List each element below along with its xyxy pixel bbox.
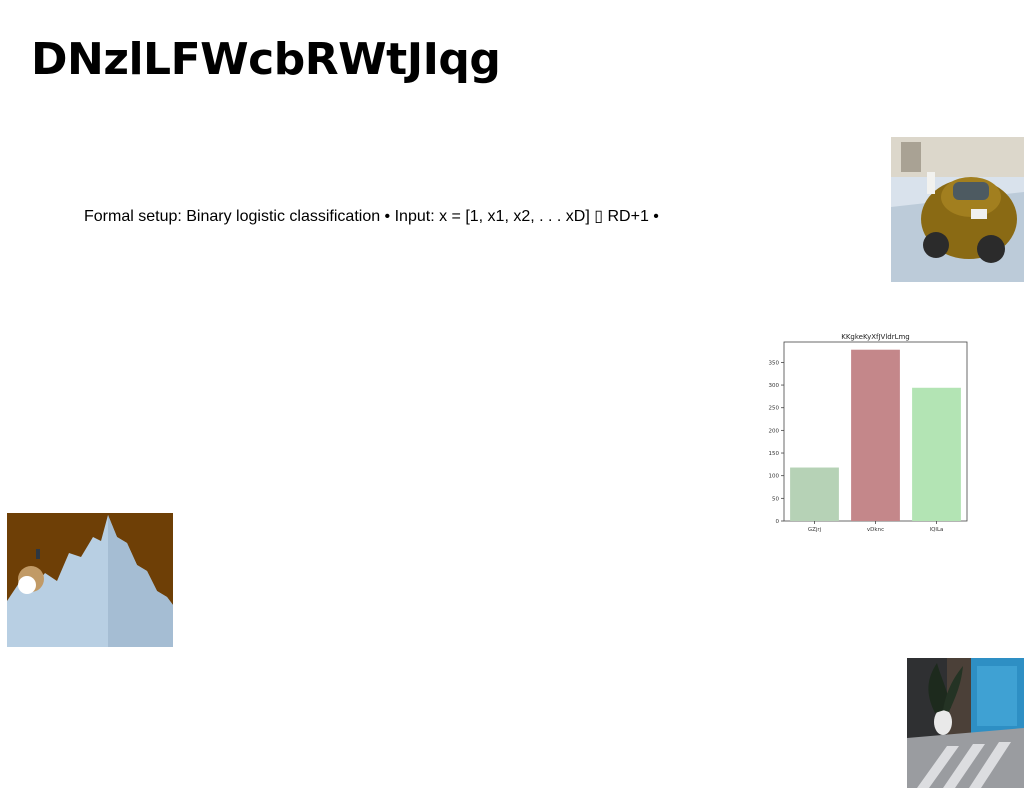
bar-GZjrj — [790, 467, 839, 521]
slide-title: DNzlLFWcbRWtJIqg — [31, 34, 501, 85]
bar-chart: KKgkeKyXfJVldrLmg 0 50 100 150 200 250 300 350 GZ… — [769, 333, 968, 533]
car-photo — [891, 137, 1024, 282]
y-tick-label: 150 — [769, 451, 780, 457]
y-tick-label: 200 — [769, 428, 780, 434]
y-tick-label: 0 — [776, 519, 780, 525]
x-tick-label: GZjrj — [808, 527, 822, 533]
y-tick-label: 100 — [769, 474, 780, 480]
x-tick-label: vDknc — [867, 527, 884, 533]
doorway-photo — [907, 658, 1024, 788]
y-tick-label: 50 — [772, 496, 779, 502]
y-tick-label: 250 — [769, 406, 780, 412]
bar-vDknc — [851, 349, 900, 521]
slide-body-text: Formal setup: Binary logistic classifica… — [84, 208, 659, 225]
y-tick-label: 350 — [769, 360, 780, 366]
mountain-image — [7, 513, 173, 647]
bar-lQlLa — [912, 387, 961, 521]
x-tick-label: lQlLa — [930, 527, 944, 533]
y-tick-label: 300 — [769, 383, 780, 389]
chart-title: KKgkeKyXfJVldrLmg — [841, 333, 910, 341]
